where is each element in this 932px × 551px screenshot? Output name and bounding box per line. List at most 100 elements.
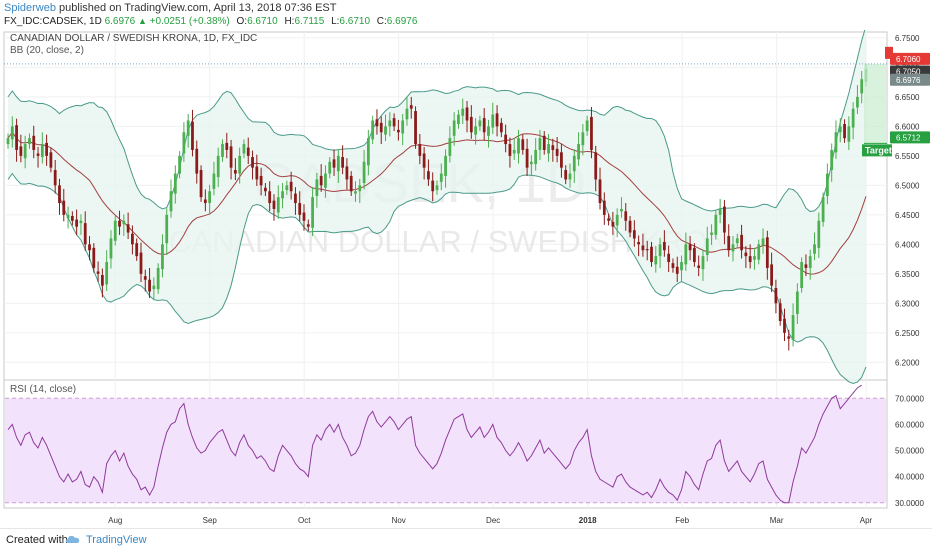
chart-header: Spiderweb published on TradingView.com, … xyxy=(0,0,932,30)
price-tick-label: 6.3000 xyxy=(895,299,920,308)
candle-body xyxy=(581,132,585,146)
candle-body xyxy=(122,220,126,225)
candle-body xyxy=(662,241,666,251)
candle-body xyxy=(105,262,109,285)
candle-body xyxy=(594,152,598,180)
price-tick-label: 6.6000 xyxy=(895,122,920,131)
publish-info: Spiderweb published on TradingView.com, … xyxy=(4,2,336,15)
candle-body xyxy=(341,157,345,168)
candle-body xyxy=(409,105,413,109)
candle-body xyxy=(684,244,688,265)
candle-body xyxy=(478,120,482,127)
open-value: 6.6710 xyxy=(247,16,278,27)
price-tick-label: 6.5000 xyxy=(895,181,920,190)
time-tick-label: Aug xyxy=(108,516,122,525)
candle-body xyxy=(311,197,314,228)
candle-body xyxy=(182,132,186,154)
candle-body xyxy=(392,118,396,127)
up-triangle-icon: ▲ xyxy=(137,16,147,26)
candle-body xyxy=(422,153,426,168)
candle-body xyxy=(564,170,568,180)
candle-body xyxy=(697,265,701,268)
candle-body xyxy=(465,107,469,121)
candle-body xyxy=(731,244,735,252)
price-tick-label: 6.3500 xyxy=(895,270,920,279)
candle-body xyxy=(808,256,812,268)
candle-body xyxy=(740,234,743,251)
candle-body xyxy=(246,147,250,156)
candle-body xyxy=(529,161,533,165)
high-value: 6.7115 xyxy=(294,16,325,27)
candle-body xyxy=(294,193,297,204)
candle-body xyxy=(452,120,456,136)
candle-body xyxy=(75,219,79,227)
candle-body xyxy=(838,126,842,133)
candle-body xyxy=(714,214,718,235)
candle-body xyxy=(650,246,653,263)
price-tick-label: 6.7500 xyxy=(895,34,920,43)
candle-body xyxy=(281,191,284,199)
candle-body xyxy=(126,224,130,233)
target-zone xyxy=(864,63,886,144)
candle-body xyxy=(379,122,383,133)
candle-body xyxy=(242,144,246,154)
candle-body xyxy=(641,245,645,251)
candle-body xyxy=(765,237,769,268)
candle-body xyxy=(302,212,306,221)
candle-body xyxy=(289,181,293,192)
candle-body xyxy=(508,144,512,156)
candle-body xyxy=(285,185,289,191)
alert-flag xyxy=(885,46,893,59)
candle-body xyxy=(830,149,834,171)
candle-body xyxy=(723,206,726,233)
candle-body xyxy=(276,197,280,213)
candle-body xyxy=(251,157,254,168)
candle-body xyxy=(512,149,516,154)
candle-body xyxy=(221,144,224,158)
candle-body xyxy=(96,271,100,274)
candle-body xyxy=(40,144,44,158)
candle-body xyxy=(173,173,177,194)
candle-body xyxy=(70,216,74,221)
candle-body xyxy=(675,266,679,274)
tradingview-cloud-icon xyxy=(65,535,80,543)
candle-body xyxy=(28,138,31,145)
candle-body xyxy=(735,238,739,244)
candle-body xyxy=(354,191,357,194)
candle-body xyxy=(212,173,216,189)
candle-body xyxy=(611,221,615,227)
tradingview-link[interactable]: TradingView xyxy=(86,534,147,546)
candle-body xyxy=(701,256,705,270)
candle-body xyxy=(826,173,829,196)
candle-body xyxy=(397,129,400,133)
target-label: Target xyxy=(865,145,892,155)
candle-body xyxy=(156,267,160,290)
candle-body xyxy=(229,146,233,168)
candle-body xyxy=(216,155,220,178)
candle-body xyxy=(66,214,70,219)
candle-body xyxy=(161,244,164,270)
candle-body xyxy=(637,241,641,245)
candle-body xyxy=(332,159,336,168)
candle-body xyxy=(23,144,27,159)
candle-body xyxy=(178,155,181,174)
candle-body xyxy=(448,138,452,156)
rsi-indicator-label: RSI (14, close) xyxy=(10,384,76,395)
candle-body xyxy=(53,170,57,186)
rsi-line xyxy=(5,384,886,504)
candle-body xyxy=(315,179,319,196)
candle-body xyxy=(693,247,696,263)
candle-body xyxy=(298,203,302,215)
candle-body xyxy=(358,185,362,192)
bb-lower xyxy=(7,172,867,385)
red-price-tag-bg xyxy=(890,52,930,65)
price-chart[interactable]: CADSEK, 1D CANADIAN DOLLAR / SWEDISH KRO… xyxy=(0,30,932,528)
candle-body xyxy=(10,126,14,140)
author-link[interactable]: Spiderweb xyxy=(4,2,56,14)
time-tick-label: Mar xyxy=(770,516,784,525)
candle-body xyxy=(414,111,417,145)
candle-body xyxy=(427,171,430,180)
symbol-label: FX_IDC:CADSEK, 1D xyxy=(4,16,102,27)
price-tick-label: 6.2500 xyxy=(895,329,920,338)
symbol-info: FX_IDC:CADSEK, 1D 6.6976 ▲ +0.0251 (+0.3… xyxy=(4,15,417,28)
